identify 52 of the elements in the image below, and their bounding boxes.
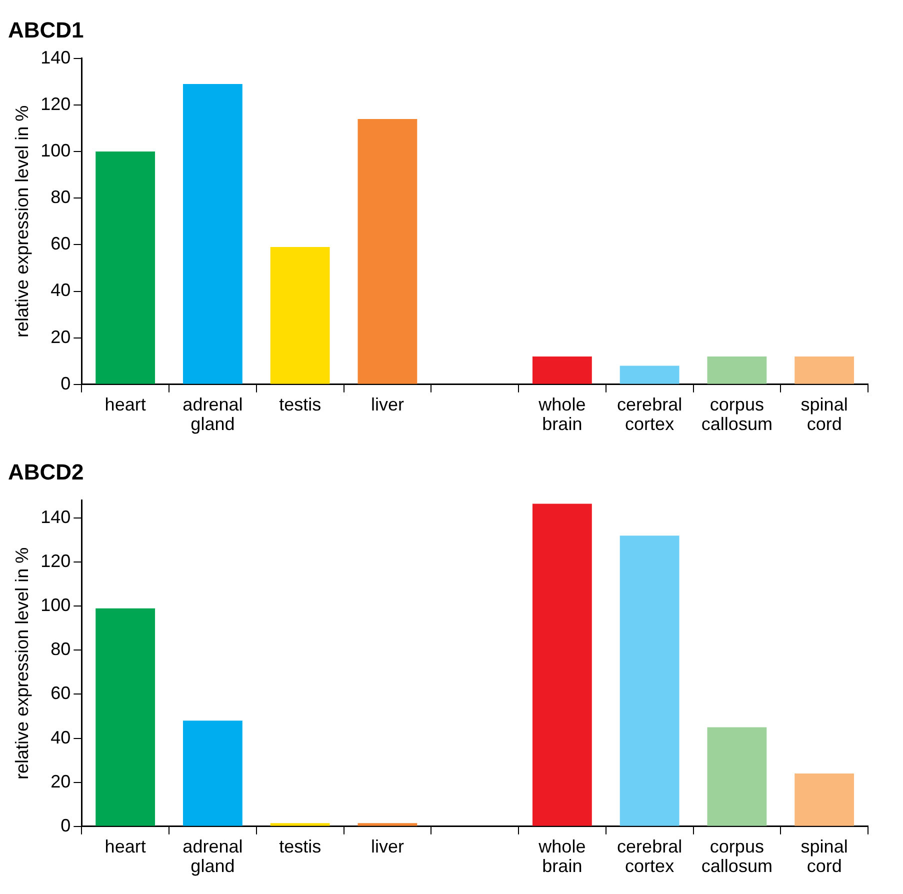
y-tick-label: 100 — [40, 140, 71, 161]
bar — [358, 118, 418, 384]
y-tick-label: 140 — [40, 506, 71, 527]
bar — [182, 84, 242, 384]
bar — [182, 720, 242, 826]
bar — [270, 247, 330, 384]
chart-title: ABCD2 — [8, 459, 84, 484]
x-tick-label: heart — [104, 836, 146, 856]
x-tick-label: adrenal gland — [182, 394, 243, 434]
bar — [707, 356, 767, 384]
bar — [96, 152, 156, 384]
y-tick-label: 120 — [40, 551, 71, 572]
y-axis-title: relative expression level in % — [12, 105, 32, 338]
x-tick-label: spinal cord — [800, 836, 848, 876]
x-tick-label: corpus callosum — [701, 394, 772, 434]
x-tick-label: testis — [279, 836, 322, 856]
bar — [532, 356, 592, 384]
x-tick-label: cerebral cortex — [617, 836, 682, 876]
y-tick-label: 120 — [40, 94, 71, 114]
y-tick-label: 80 — [50, 187, 71, 208]
y-tick-label: 60 — [50, 234, 71, 254]
y-tick-label: 40 — [50, 727, 71, 748]
x-tick-label: spinal cord — [800, 394, 848, 434]
y-tick-label: 60 — [50, 683, 71, 704]
y-tick-label: 0 — [60, 815, 71, 836]
y-tick-label: 20 — [50, 326, 71, 347]
chart-title: ABCD1 — [8, 17, 84, 42]
bar — [620, 366, 680, 384]
y-tick-label: 140 — [40, 47, 71, 68]
x-tick-label: adrenal gland — [182, 836, 243, 876]
x-tick-label: liver — [370, 394, 404, 414]
bar — [96, 608, 156, 826]
y-tick-label: 40 — [50, 280, 71, 300]
x-tick-label: cerebral cortex — [617, 394, 682, 434]
x-tick-label: heart — [104, 394, 146, 414]
bar — [707, 727, 767, 826]
bar — [532, 504, 592, 826]
x-tick-label: whole brain — [538, 394, 586, 434]
y-tick-label: 80 — [50, 639, 71, 660]
bar — [270, 823, 330, 826]
y-tick-label: 0 — [60, 373, 71, 394]
bar — [794, 774, 854, 826]
y-axis-title: relative expression level in % — [12, 547, 32, 780]
bar — [358, 823, 418, 826]
x-tick-label: liver — [370, 836, 404, 856]
y-tick-label: 100 — [40, 595, 71, 616]
y-tick-label: 20 — [50, 771, 71, 792]
x-tick-label: corpus callosum — [701, 836, 772, 876]
bar — [794, 356, 854, 384]
bar — [620, 536, 680, 826]
x-tick-label: whole brain — [538, 836, 586, 876]
x-tick-label: testis — [279, 394, 322, 414]
